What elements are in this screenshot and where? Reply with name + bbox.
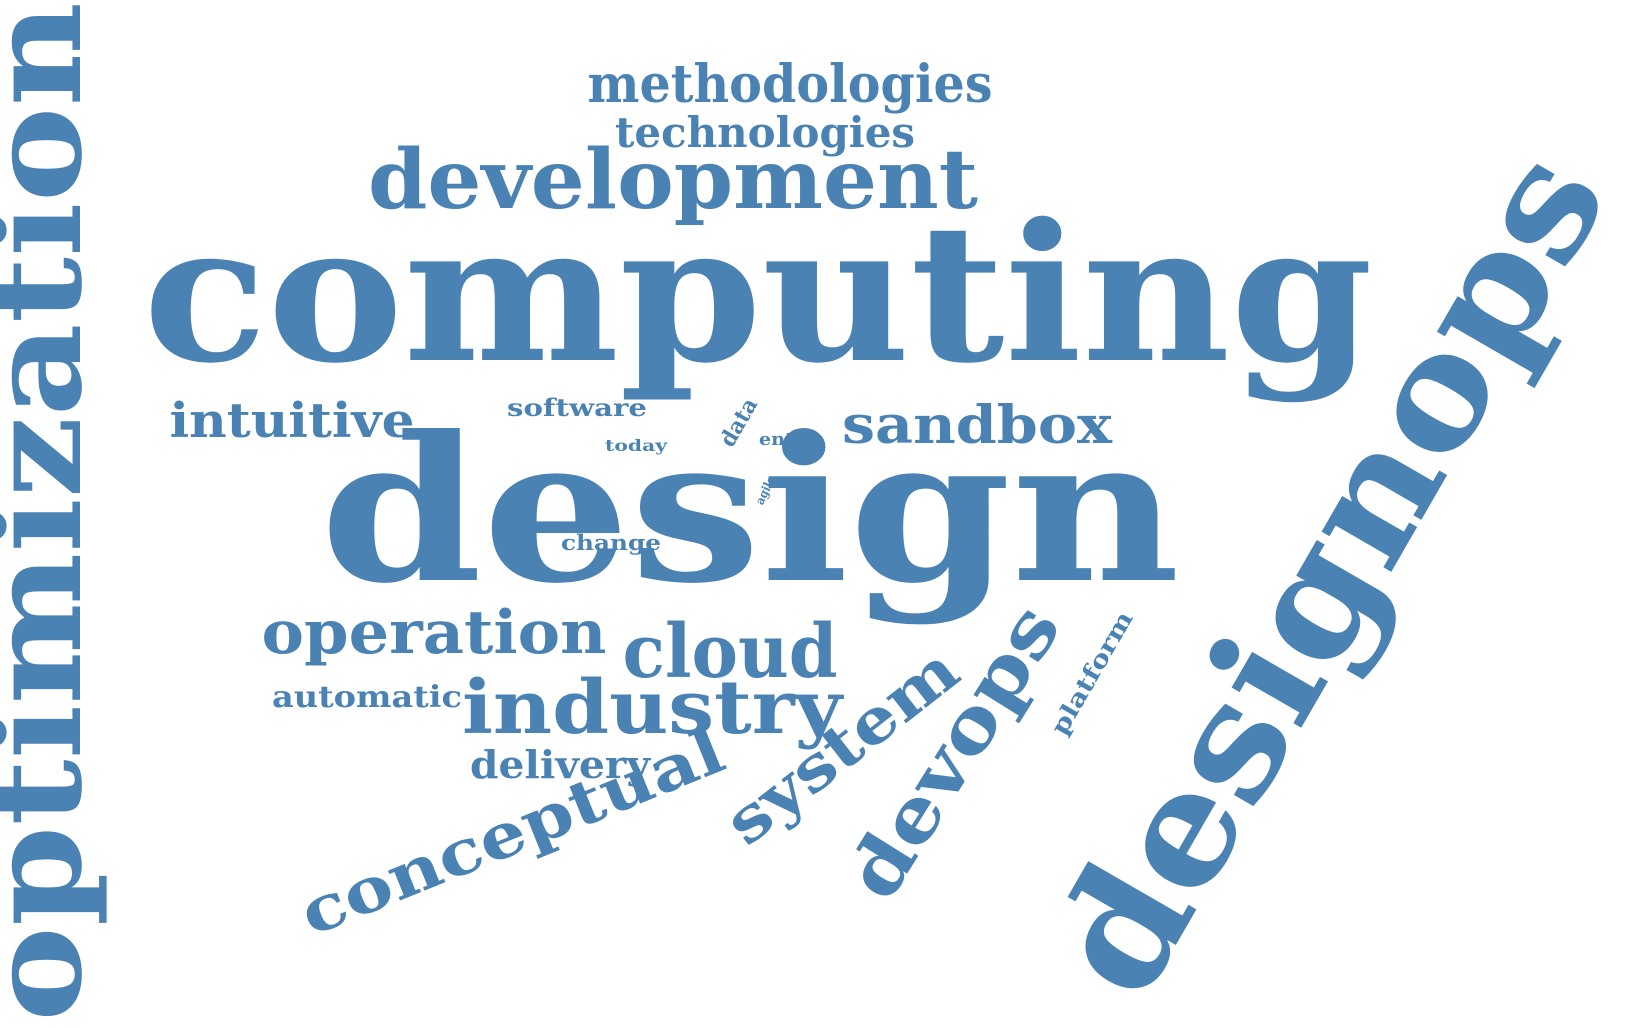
word-today: today [605,436,668,455]
word-industry: industry [462,665,844,751]
word-methodologies: methodologies [588,54,993,115]
word-software: software [507,393,647,422]
word-cloud: cloud [623,609,838,695]
word-intuitive: intuitive [170,393,415,449]
word-technologies: technologies [615,108,915,157]
word-computing: computing [143,182,1373,405]
word-design: design [320,393,1180,628]
word-operation: operation [262,598,607,668]
word-entire: entire [759,429,823,450]
word-change: change [561,530,661,555]
word-sandbox: sandbox [842,395,1113,456]
word-automatic: automatic [272,680,462,715]
word-delivery: delivery [470,742,651,787]
word-optimization: optimization [0,2,111,1022]
word-development: development [368,132,978,228]
